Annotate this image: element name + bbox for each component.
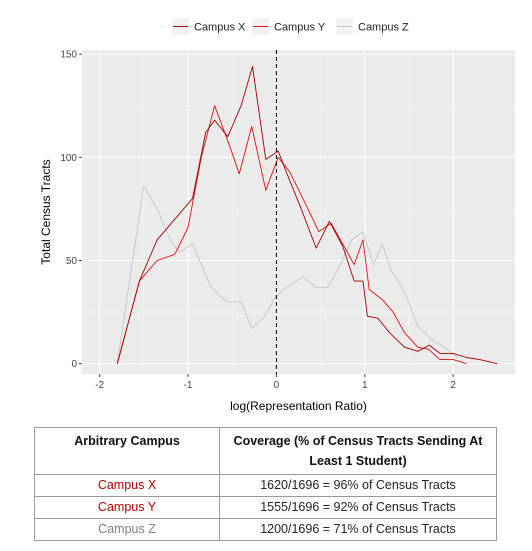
x-tick-label: -1: [184, 380, 193, 391]
legend-item-campus-y: Campus Y: [252, 18, 326, 35]
chart-legend: Campus X Campus Y Campus Z: [172, 18, 409, 35]
table-header-row: Arbitrary Campus Coverage (% of Census T…: [34, 427, 497, 475]
campus-name-cell: Campus Z: [34, 518, 220, 541]
y-tick-label: 0: [71, 359, 77, 370]
plot-panel: [82, 50, 515, 374]
coverage-cell: 1555/1696 = 92% of Census Tracts: [219, 496, 497, 519]
campus-name-cell: Campus Y: [34, 496, 220, 519]
series-line-campus-y: [116, 105, 467, 365]
header-coverage: Coverage (% of Census Tracts Sending At …: [219, 427, 497, 475]
x-tick-label: 0: [274, 380, 280, 391]
series-line-campus-x: [116, 66, 498, 365]
series-line-campus-z: [116, 185, 458, 364]
series-lines: [116, 66, 498, 365]
table-row: Campus Y 1555/1696 = 92% of Census Tract…: [34, 496, 497, 519]
y-tick-label: 100: [60, 153, 77, 164]
legend-label: Campus Z: [358, 22, 409, 34]
legend-label: Campus Y: [274, 22, 326, 34]
x-tick-label: 1: [362, 380, 368, 391]
coverage-cell: 1620/1696 = 96% of Census Tracts: [219, 474, 497, 497]
legend-label: Campus X: [194, 22, 246, 34]
x-tick-label: 2: [450, 380, 456, 391]
campus-name-cell: Campus X: [34, 474, 220, 497]
table-row: Campus Z 1200/1696 = 71% of Census Tract…: [34, 518, 497, 541]
coverage-table: Arbitrary Campus Coverage (% of Census T…: [34, 427, 497, 541]
axis-ticks: -2 -1 0 1 2 0 50 100 150: [60, 50, 456, 391]
legend-item-campus-z: Campus Z: [336, 18, 409, 35]
coverage-cell: 1200/1696 = 71% of Census Tracts: [219, 518, 497, 541]
y-tick-label: 150: [60, 50, 77, 61]
y-tick-label: 50: [66, 256, 78, 267]
chart: Campus X Campus Y Campus Z -2 -1 0 1 2 0 50 100 15…: [39, 18, 515, 413]
y-axis-title: Total Census Tracts: [39, 159, 53, 264]
x-tick-label: -2: [95, 380, 104, 391]
table-row: Campus X 1620/1696 = 96% of Census Tract…: [34, 474, 497, 497]
legend-item-campus-x: Campus X: [172, 18, 246, 35]
x-axis-title: log(Representation Ratio): [230, 399, 367, 413]
header-campus: Arbitrary Campus: [34, 427, 220, 475]
